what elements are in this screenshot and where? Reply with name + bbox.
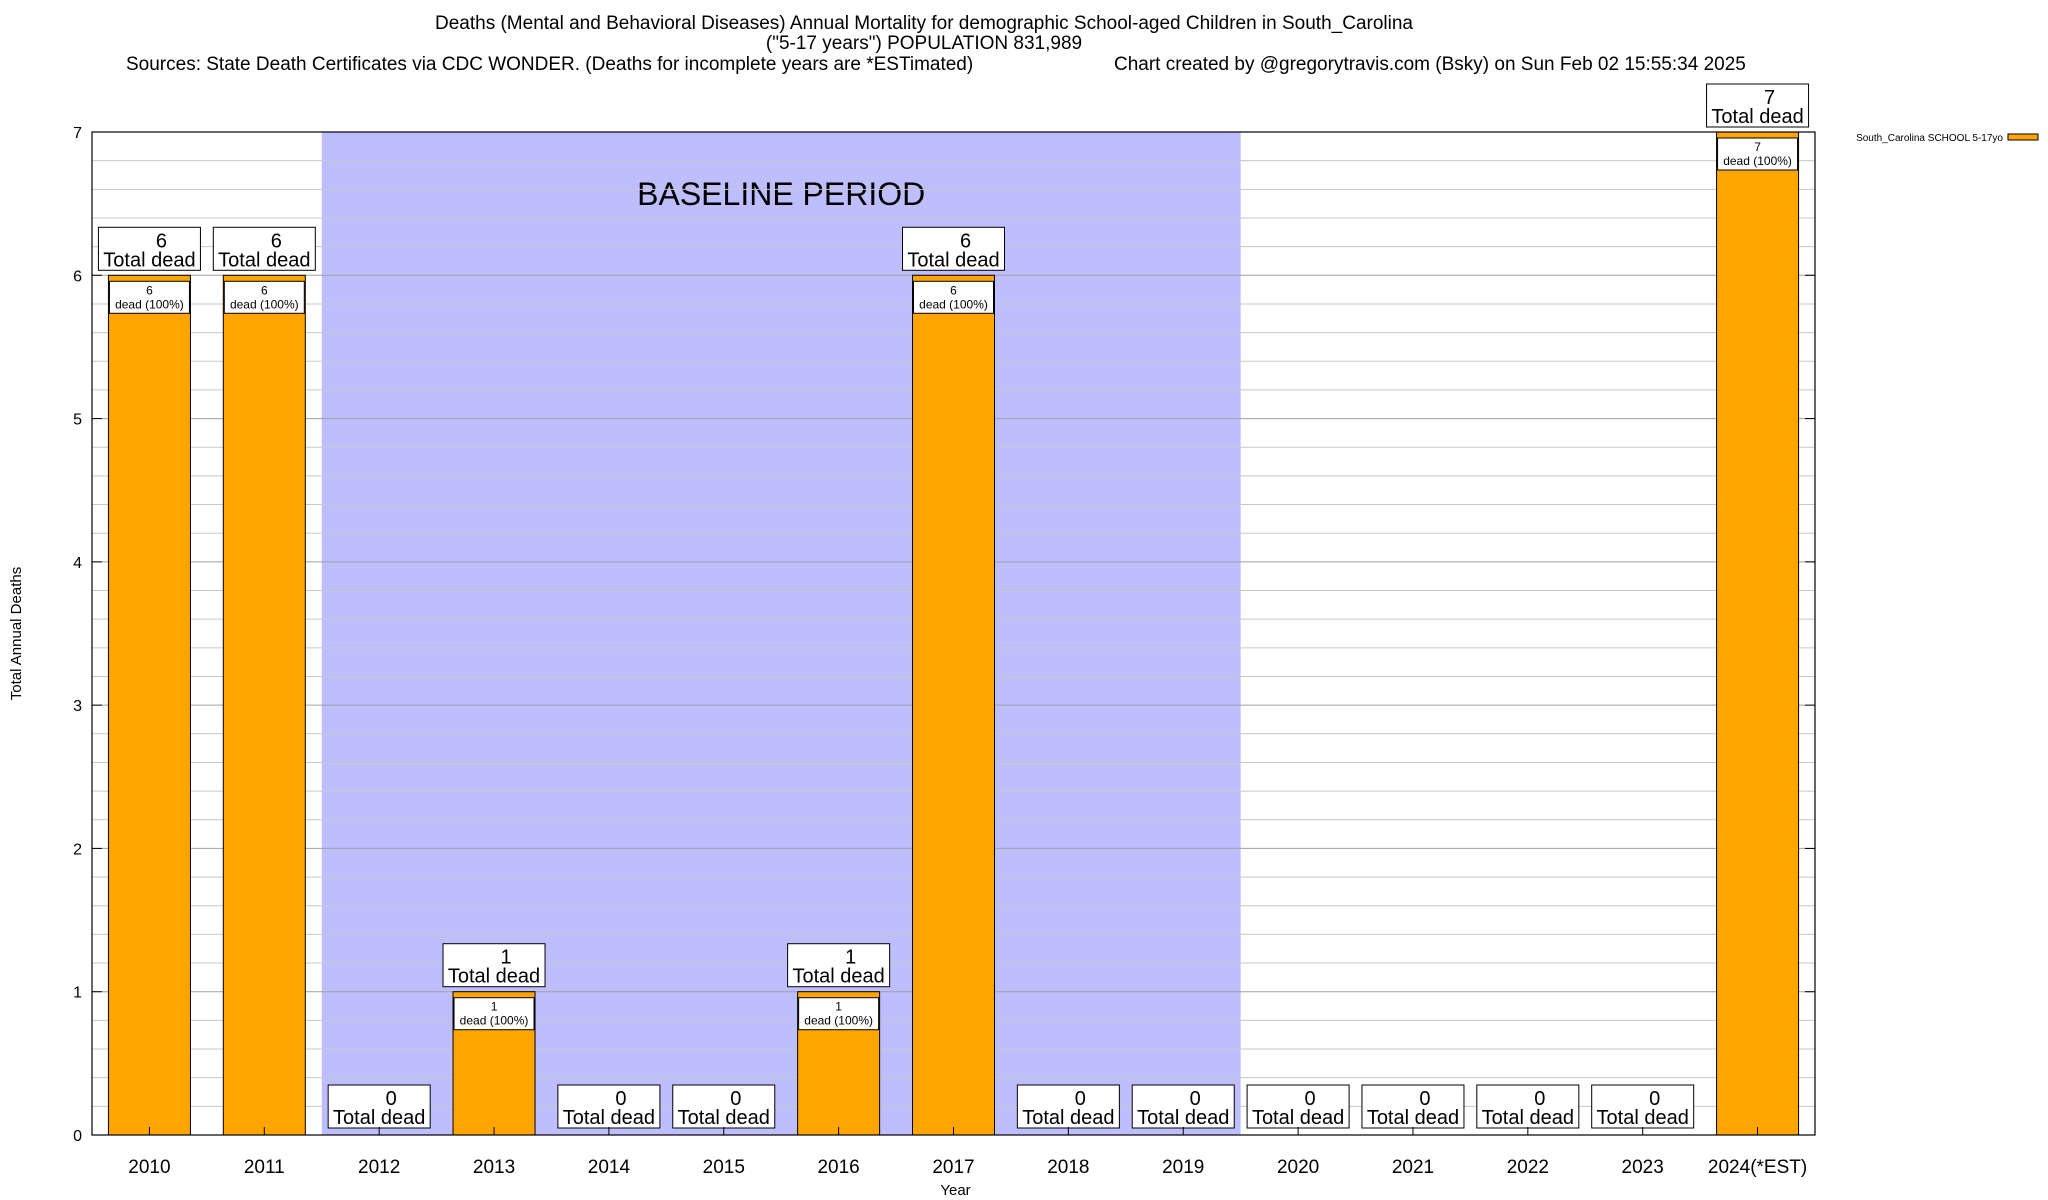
total-label-text: Total dead — [792, 966, 884, 988]
total-label-text: Total dead — [218, 249, 310, 271]
total-label-text: Total dead — [1137, 1107, 1229, 1129]
legend-swatch — [2007, 133, 2039, 141]
legend-label: South_Carolina SCHOOL 5-17yo — [1856, 133, 2003, 144]
total-label-value: 0 — [1075, 1088, 1086, 1110]
total-label-text: Total dead — [448, 966, 540, 988]
segment-label-box — [108, 280, 190, 314]
total-label-value: 0 — [1305, 1088, 1316, 1110]
total-label-value: 0 — [1419, 1088, 1430, 1110]
plot-border — [91, 131, 1816, 1136]
baseline-period-label: BASELINE PERIOD — [637, 176, 925, 212]
x-tick-label: 2022 — [1507, 1157, 1549, 1178]
x-tick-label: 2017 — [932, 1157, 974, 1178]
bar — [912, 274, 995, 1136]
total-label-box — [557, 1084, 661, 1129]
segment-label-box — [913, 280, 994, 314]
x-tick-label: 2024(*EST) — [1708, 1157, 1807, 1178]
sources-note: Sources: State Death Certificates via CD… — [126, 54, 974, 75]
segment-label-value: 6 — [146, 283, 153, 297]
total-label-value: 7 — [1764, 87, 1775, 109]
total-label-box — [1591, 1084, 1695, 1129]
chart-credit: Chart created by @gregorytravis.com (Bsk… — [1114, 54, 1746, 75]
x-tick-label: 2014 — [588, 1157, 631, 1178]
total-label-text: Total dead — [907, 249, 999, 271]
segment-label-text: dead (100%) — [919, 297, 988, 311]
x-tick-label: 2011 — [244, 1157, 285, 1178]
total-label-box — [212, 226, 316, 271]
segment-label-text: dead (100%) — [460, 1014, 529, 1028]
y-tick-label: 3 — [73, 698, 82, 715]
total-label-text: Total dead — [1597, 1107, 1689, 1129]
segment-label-box — [798, 997, 880, 1031]
x-tick-label: 2012 — [358, 1157, 400, 1178]
segment-label-box — [223, 280, 305, 314]
total-label-text: Total dead — [1711, 106, 1803, 128]
y-tick-label: 2 — [73, 841, 82, 858]
total-label-value: 0 — [1534, 1088, 1545, 1110]
x-tick-label: 2016 — [817, 1157, 859, 1178]
total-label-box — [787, 943, 891, 988]
total-label-box — [327, 1084, 431, 1129]
segment-label-text: dead (100%) — [230, 297, 299, 311]
x-tick-label: 2020 — [1277, 1157, 1319, 1178]
segment-label-box — [1717, 137, 1799, 171]
total-label-box — [902, 226, 1005, 271]
bar — [222, 274, 306, 1136]
total-label-text: Total dead — [678, 1107, 770, 1129]
total-label-value: 0 — [1190, 1088, 1201, 1110]
total-label-value: 6 — [960, 230, 971, 252]
x-tick-label: 2021 — [1392, 1157, 1434, 1178]
x-tick-label: 2018 — [1047, 1157, 1089, 1178]
total-label-value: 1 — [845, 947, 856, 969]
x-tick-label: 2023 — [1622, 1157, 1664, 1178]
total-label-text: Total dead — [1022, 1107, 1114, 1129]
y-tick-label: 4 — [73, 555, 82, 572]
y-tick-label: 1 — [73, 985, 82, 1002]
x-tick-label: 2013 — [473, 1157, 515, 1178]
total-label-box — [1706, 83, 1810, 128]
total-label-text: Total dead — [1367, 1107, 1459, 1129]
segment-label-value: 7 — [1754, 140, 1761, 154]
segment-label-text: dead (100%) — [115, 297, 184, 311]
segment-label-box — [453, 997, 535, 1031]
total-label-text: Total dead — [563, 1107, 655, 1129]
y-tick-label: 5 — [73, 412, 82, 429]
bar — [1716, 131, 1800, 1136]
y-tick-label: 7 — [73, 125, 82, 142]
x-tick-label: 2019 — [1162, 1157, 1204, 1178]
total-label-value: 1 — [500, 947, 511, 969]
y-tick-label: 0 — [73, 1128, 82, 1145]
total-label-value: 6 — [271, 230, 282, 252]
x-axis-title: Year — [940, 1182, 970, 1199]
total-label-box — [97, 226, 201, 271]
total-label-box — [1131, 1084, 1235, 1129]
total-label-text: Total dead — [1252, 1107, 1344, 1129]
total-label-value: 0 — [1649, 1088, 1660, 1110]
segment-label-value: 6 — [950, 283, 957, 297]
total-label-value: 0 — [386, 1088, 397, 1110]
segment-label-text: dead (100%) — [1723, 154, 1792, 168]
bar — [107, 274, 191, 1136]
total-label-value: 0 — [730, 1088, 741, 1110]
y-tick-label: 6 — [73, 268, 82, 285]
segment-label-text: dead (100%) — [804, 1014, 873, 1028]
total-label-value: 6 — [156, 230, 167, 252]
y-axis-title: Total Annual Deaths — [8, 567, 25, 700]
total-label-value: 0 — [615, 1088, 626, 1110]
total-label-text: Total dead — [103, 249, 195, 271]
chart-title-line1: Deaths (Mental and Behavioral Diseases) … — [435, 13, 1413, 34]
segment-label-value: 1 — [491, 1000, 498, 1014]
total-label-box — [672, 1084, 776, 1129]
x-tick-label: 2015 — [703, 1157, 745, 1178]
chart-title-line2: ("5-17 years") POPULATION 831,989 — [765, 33, 1083, 54]
segment-label-value: 6 — [261, 283, 268, 297]
x-tick-label: 2010 — [128, 1157, 170, 1178]
total-label-text: Total dead — [333, 1107, 425, 1129]
total-label-box — [442, 943, 546, 988]
segment-label-value: 1 — [835, 1000, 842, 1014]
total-label-text: Total dead — [1482, 1107, 1574, 1129]
